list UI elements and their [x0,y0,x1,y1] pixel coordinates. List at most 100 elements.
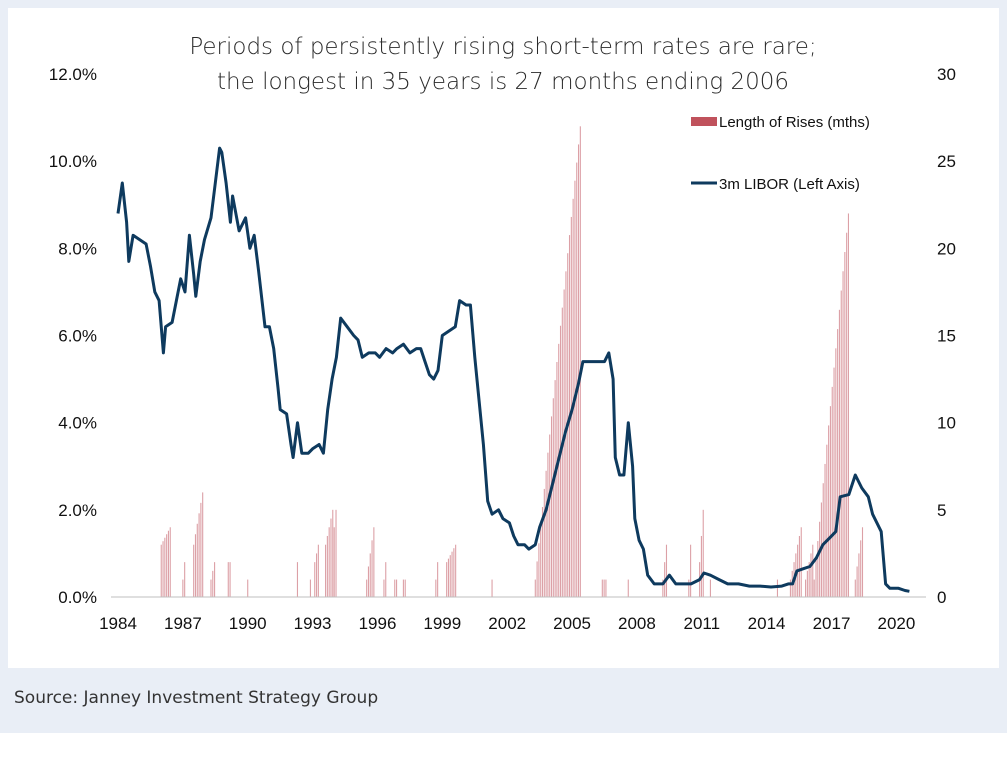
left-axis: 12.0% 10.0% 8.0% 6.0% 4.0% 2.0% 0.0% [49,65,97,607]
rise-bar-11-2 [369,553,371,597]
rise-bar-28-16 [842,271,844,597]
rise-bar-10-1 [335,509,337,597]
rise-bar-16-0 [446,562,448,597]
rise-bar-9-3 [330,518,332,597]
rise-bar-3-1 [212,570,214,597]
rise-bar-13-0 [394,579,396,597]
x-tick-label: 1987 [164,614,202,633]
rise-bar-18-8 [549,434,551,597]
rise-bar-18-25 [579,126,581,598]
rise-bar-9-4 [332,509,334,597]
libor-chart: Periods of persistently rising short-ter… [49,34,956,633]
rise-bar-11-3 [371,540,373,597]
right-tick-label: 20 [937,239,956,258]
rise-bar-28-8 [828,425,830,597]
rise-bar-26-0 [789,579,791,597]
right-tick-label: 0 [937,588,946,607]
libor-line [116,146,910,593]
rise-bar-13-1 [396,579,398,597]
rise-bar-0-1 [162,541,164,597]
rise-bar-28-2 [817,541,819,597]
left-tick-label: 12.0% [49,65,97,84]
rise-bar-15-0 [435,579,437,597]
rise-bar-18-4 [541,507,544,597]
rise-bar-18-13 [558,343,560,597]
rise-bar-18-2 [538,543,540,597]
rise-bar-28-0 [813,579,815,597]
rise-bar-22-1 [690,544,692,597]
rise-bar-22-0 [688,579,690,597]
rise-bar-28-13 [837,329,839,597]
rise-bar-27-3 [810,553,812,597]
rise-bar-3-2 [214,562,216,597]
x-tick-label: 2008 [618,614,656,633]
rise-bar-4-1 [229,562,231,597]
rise-bar-28-18 [846,232,848,598]
rise-bar-3-0 [210,579,212,597]
rise-bar-18-15 [561,307,563,597]
rise-bar-16-1 [447,558,449,597]
rise-bar-28-3 [819,521,821,597]
rise-bar-16-4 [453,548,455,597]
rise-bar-28-6 [824,463,826,597]
rise-bar-28-7 [826,444,828,597]
rise-bar-28-1 [815,560,817,597]
x-axis: 1984 1987 1990 1993 1996 1999 2002 2005 2008 2011… [99,596,926,633]
rise-bar-18-24 [577,144,580,597]
x-tick-label: 2014 [748,614,786,633]
rise-bar-15-1 [437,562,439,597]
rise-bar-9-1 [326,535,328,597]
rise-bar-12-1 [385,562,387,597]
rise-bar-4-0 [227,562,229,597]
rise-bar-27-4 [812,544,814,597]
right-tick-label: 15 [937,327,956,346]
rise-bar-16-3 [451,551,453,597]
rise-bar-8-1 [316,553,318,597]
rise-bar-2-5 [202,492,204,597]
source-note: Source: Janney Investment Strategy Group [14,688,379,708]
rise-bar-28-15 [840,290,842,597]
rise-bar-11-4 [373,527,375,597]
rise-bar-19-2 [605,579,607,597]
left-tick-label: 0.0% [58,588,97,607]
x-tick-label: 2005 [553,614,591,633]
chart-title-line-2: the longest in 35 years is 27 months end… [217,69,789,95]
rise-bar-18-22 [574,180,576,597]
x-tick-label: 2011 [684,614,721,633]
rise-bar-27-0 [805,579,807,597]
rise-bar-0-3 [166,534,168,597]
rise-bar-18-5 [543,488,545,597]
rise-bar-23-1 [700,535,702,597]
x-tick-label: 1993 [294,614,332,633]
rise-bar-29-0 [854,579,856,597]
x-tick-label: 2017 [813,614,851,633]
rise-bar-7-0 [309,579,311,597]
rise-bar-18-0 [534,579,536,597]
rise-bar-1-0 [182,579,184,597]
rise-bar-9-0 [325,544,327,597]
left-tick-label: 8.0% [58,239,97,258]
right-tick-label: 30 [937,65,956,84]
rise-bar-28-11 [833,367,835,597]
rise-bar-0-4 [167,530,169,597]
left-tick-label: 4.0% [58,414,97,433]
rise-bar-18-11 [554,380,556,597]
right-tick-label: 5 [937,501,946,520]
rise-bar-18-23 [576,162,578,597]
rise-bar-2-1 [194,534,197,597]
left-tick-label: 10.0% [49,152,97,171]
rise-bar-17-0 [491,579,493,597]
rise-bar-2-2 [196,523,198,597]
legend: Length of Rises (mths) 3m LIBOR (Left Ax… [691,114,870,193]
rise-bar-0-0 [160,544,162,597]
legend-bar-swatch [691,117,717,126]
rise-bar-8-0 [314,562,316,597]
rise-bar-0-5 [169,527,171,597]
rise-bar-21-0 [662,579,664,597]
x-tick-label: 1984 [99,614,137,633]
left-tick-label: 6.0% [58,327,97,346]
rise-bar-2-3 [198,513,200,597]
rise-bar-26-6 [800,527,802,597]
rise-bar-19-0 [601,579,603,597]
x-tick-label: 1996 [359,614,397,633]
